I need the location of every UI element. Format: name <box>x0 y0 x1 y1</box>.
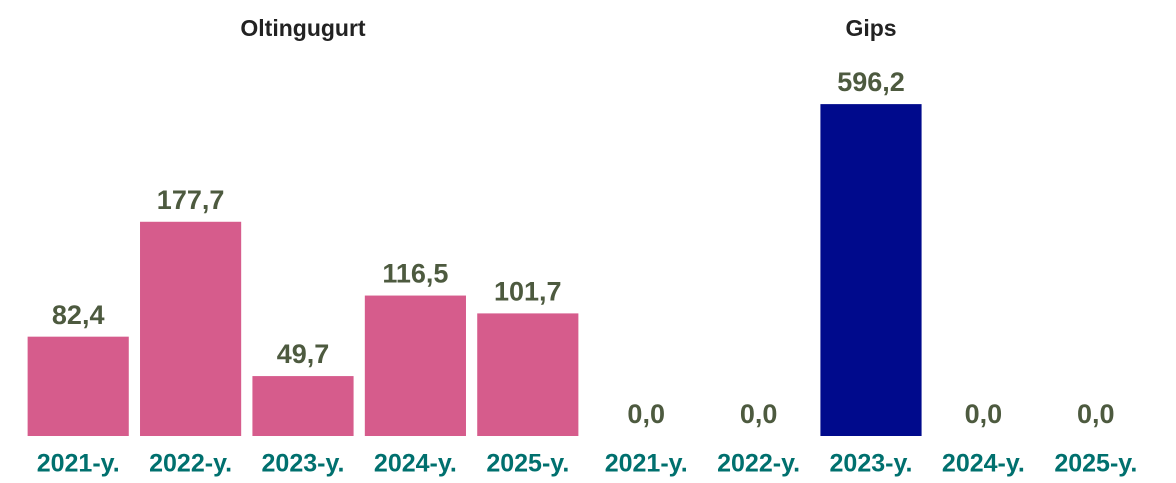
x-tick-label: 2025-y. <box>486 450 569 478</box>
value-label: 82,4 <box>52 300 105 330</box>
bar <box>252 376 354 436</box>
x-tick-label: 2021-y. <box>605 450 688 478</box>
x-tick-label: 2022-y. <box>717 450 800 478</box>
bar <box>820 104 922 437</box>
x-tick-label: 2021-y. <box>37 450 120 478</box>
x-tick-label: 2024-y. <box>942 450 1025 478</box>
x-tick-label: 2023-y. <box>262 450 345 478</box>
bar <box>364 295 466 436</box>
value-label: 49,7 <box>277 339 330 369</box>
value-label: 177,7 <box>157 185 225 215</box>
value-label: 101,7 <box>494 277 562 307</box>
x-tick-label: 2023-y. <box>830 450 913 478</box>
x-tick-label: 2022-y. <box>149 450 232 478</box>
bar <box>27 336 129 436</box>
value-label: 0,0 <box>965 399 1003 429</box>
chart-title: Oltingugurt <box>240 15 366 41</box>
x-tick-label: 2024-y. <box>374 450 457 478</box>
x-tick-label: 2025-y. <box>1054 450 1137 478</box>
bar <box>140 221 242 436</box>
chart-title: Gips <box>845 15 896 41</box>
value-label: 0,0 <box>1077 399 1115 429</box>
value-label: 596,2 <box>837 67 905 97</box>
value-label: 0,0 <box>740 399 778 429</box>
value-label: 0,0 <box>627 399 665 429</box>
bar <box>477 313 579 436</box>
value-label: 116,5 <box>382 259 448 289</box>
